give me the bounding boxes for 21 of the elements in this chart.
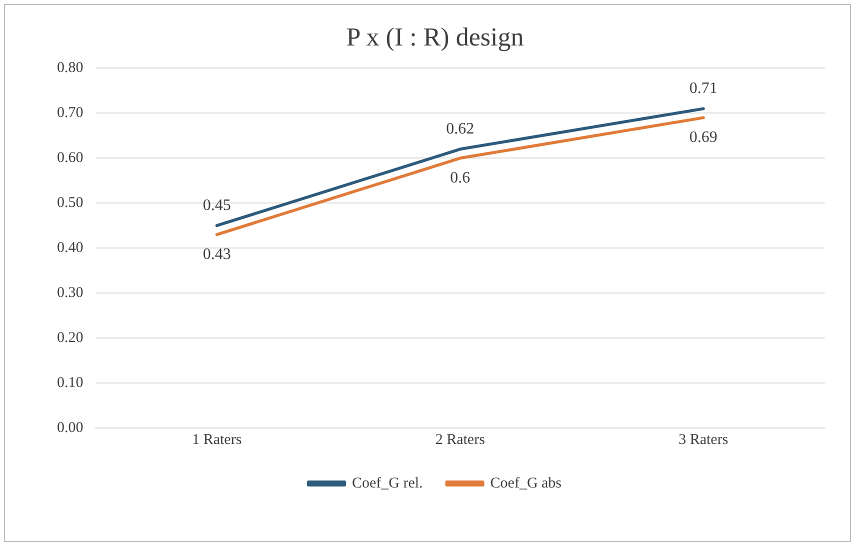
data-label: 0.45 (202, 196, 231, 214)
data-label: 0.62 (446, 120, 474, 138)
data-label: 0.69 (689, 128, 718, 146)
x-tick-label: 2 Raters (435, 432, 486, 448)
data-label: 0.71 (689, 80, 718, 97)
x-tick-label: 3 Raters (678, 432, 728, 448)
chart-title: P x (I : R) design (346, 22, 524, 52)
y-tick-label: 0.50 (57, 195, 84, 212)
legend-label: Coef_G abs (490, 475, 562, 492)
y-tick-label: 0.80 (57, 60, 84, 76)
y-tick-label: 0.70 (57, 105, 84, 122)
y-tick-label: 0.00 (57, 420, 84, 436)
y-tick-label: 0.20 (57, 330, 84, 346)
x-tick-label: 1 Raters (192, 432, 242, 448)
y-tick-label: 0.30 (57, 285, 84, 302)
y-tick-label: 0.60 (57, 150, 84, 166)
y-tick-label: 0.10 (57, 374, 84, 391)
legend-label: Coef_G rel. (352, 475, 423, 492)
data-label: 0.6 (450, 169, 470, 186)
data-label: 0.43 (202, 246, 231, 263)
y-tick-label: 0.40 (57, 240, 84, 256)
